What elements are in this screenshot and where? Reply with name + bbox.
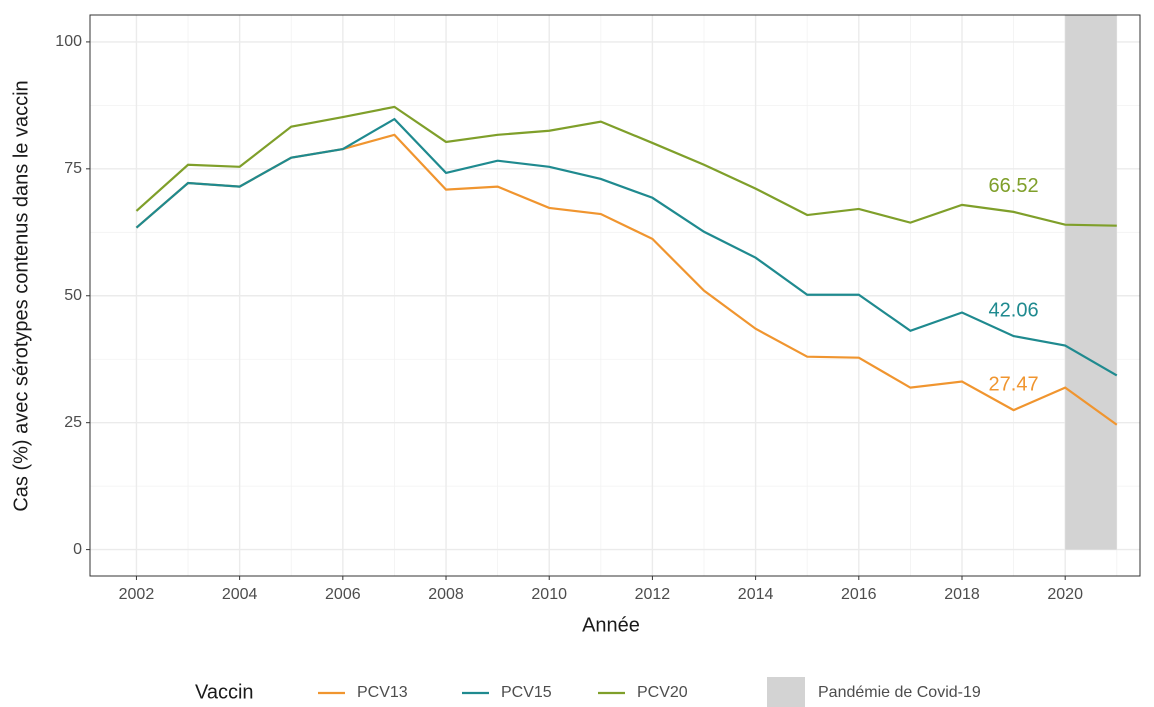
legend-title: Vaccin	[195, 681, 254, 703]
x-tick-label: 2002	[119, 586, 155, 603]
x-tick-label: 2018	[944, 586, 980, 603]
legend-swatch	[767, 677, 805, 707]
x-tick-label: 2010	[531, 586, 567, 603]
x-tick-label: 2016	[841, 586, 877, 603]
x-tick-label: 2012	[635, 586, 671, 603]
y-tick-label: 100	[55, 33, 82, 50]
value-label: 27.47	[989, 373, 1039, 395]
legend-label: PCV13	[357, 684, 408, 701]
y-tick-label: 50	[64, 287, 82, 304]
x-tick-label: 2006	[325, 586, 361, 603]
legend-label: Pandémie de Covid-19	[818, 684, 981, 701]
x-axis-title: Année	[582, 614, 640, 636]
y-tick-label: 0	[73, 541, 82, 558]
legend-label: PCV15	[501, 684, 552, 701]
y-axis-title: Cas (%) avec sérotypes contenus dans le …	[10, 80, 32, 511]
y-tick-label: 75	[64, 160, 82, 177]
x-tick-label: 2008	[428, 586, 464, 603]
value-label: 42.06	[989, 299, 1039, 321]
x-tick-label: 2004	[222, 586, 258, 603]
line	[135, 105, 1117, 227]
legend-label: PCV20	[637, 684, 688, 701]
x-tick-label: 2014	[738, 586, 774, 603]
panel-border	[89, 14, 1141, 577]
line	[135, 117, 1118, 377]
x-tick-label: 2020	[1047, 586, 1083, 603]
shaded-region	[1065, 15, 1117, 550]
value-label: 66.52	[989, 175, 1039, 197]
y-tick-label: 25	[64, 414, 82, 431]
line	[135, 133, 1118, 426]
